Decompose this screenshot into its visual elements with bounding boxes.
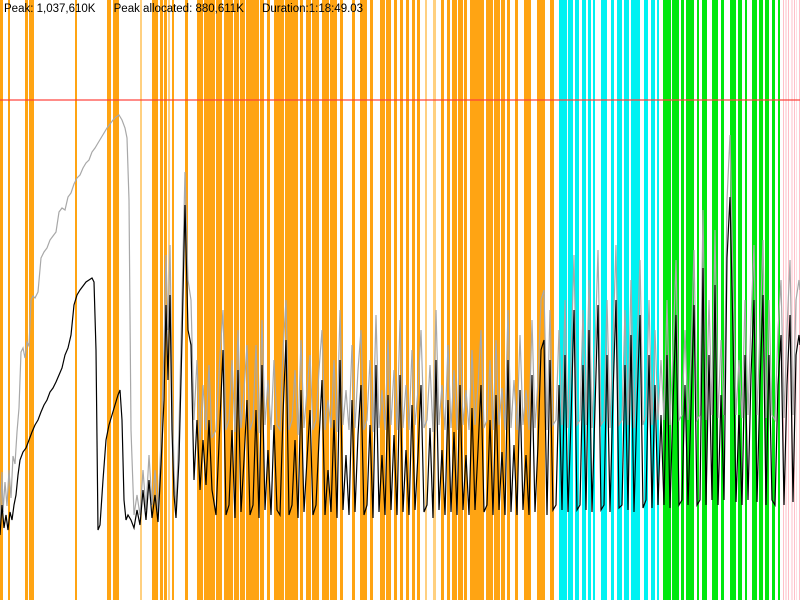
event-band	[559, 0, 567, 600]
event-band	[412, 0, 415, 600]
event-band	[160, 0, 163, 600]
event-band	[470, 0, 484, 600]
event-band	[794, 0, 795, 600]
event-band	[464, 0, 467, 600]
event-band	[611, 0, 614, 600]
event-band	[657, 0, 659, 600]
stats-header: Peak: 1,037,610K Peak allocated: 880,611…	[4, 3, 363, 15]
event-band	[745, 0, 747, 600]
event-band	[370, 0, 373, 600]
event-band	[352, 0, 355, 600]
event-band	[568, 0, 573, 600]
event-band	[172, 0, 174, 600]
event-band	[113, 0, 119, 600]
event-band	[582, 0, 586, 600]
event-band	[185, 0, 188, 600]
event-band	[260, 0, 264, 600]
event-band	[306, 0, 311, 600]
allocated-memory-trace	[0, 196, 800, 536]
event-band	[494, 0, 500, 600]
event-band	[624, 0, 629, 600]
peak-allocated-stat: Peak allocated: 880,611K	[113, 3, 244, 15]
event-band	[631, 0, 640, 600]
event-band	[778, 0, 780, 600]
event-band	[524, 0, 531, 600]
event-band	[152, 0, 158, 600]
event-band	[458, 0, 463, 600]
event-band	[507, 0, 510, 600]
event-band	[433, 0, 436, 600]
event-band	[417, 0, 420, 600]
event-band	[8, 0, 10, 600]
total-memory-trace	[0, 114, 800, 529]
event-band	[575, 0, 579, 600]
event-band	[234, 0, 239, 600]
event-band	[285, 0, 298, 600]
peak-stat: Peak: 1,037,610K	[4, 3, 96, 15]
event-band	[550, 0, 554, 600]
event-band	[593, 0, 595, 600]
event-band	[791, 0, 793, 600]
event-band	[651, 0, 655, 600]
event-band	[501, 0, 505, 600]
event-band	[783, 0, 784, 600]
event-band	[772, 0, 775, 600]
event-band	[360, 0, 367, 600]
event-band	[721, 0, 724, 600]
event-band	[672, 0, 679, 600]
event-band	[330, 0, 337, 600]
event-band	[300, 0, 303, 600]
event-band	[394, 0, 397, 600]
event-band	[447, 0, 450, 600]
event-band	[0, 0, 3, 600]
event-band	[386, 0, 391, 600]
event-band	[274, 0, 284, 600]
event-band	[406, 0, 409, 600]
event-band	[197, 0, 203, 600]
event-band	[322, 0, 329, 600]
event-band	[224, 0, 233, 600]
event-band	[312, 0, 319, 600]
event-band	[246, 0, 259, 600]
event-band	[425, 0, 427, 600]
event-band	[601, 0, 607, 600]
event-band	[267, 0, 270, 600]
event-band	[452, 0, 457, 600]
event-band	[107, 0, 111, 600]
event-band	[738, 0, 742, 600]
event-band	[486, 0, 493, 600]
event-band	[765, 0, 769, 600]
event-band	[644, 0, 648, 600]
event-band	[617, 0, 622, 600]
event-band	[400, 0, 403, 600]
event-band	[140, 0, 142, 600]
event-band	[697, 0, 699, 600]
event-band	[216, 0, 222, 600]
event-band	[785, 0, 787, 600]
event-band	[204, 0, 215, 600]
event-band	[25, 0, 28, 600]
event-band	[441, 0, 444, 600]
event-band	[686, 0, 694, 600]
event-band	[515, 0, 518, 600]
event-band	[380, 0, 385, 600]
event-band	[240, 0, 245, 600]
duration-stat: Duration:1:18:49.03	[262, 3, 364, 15]
event-band	[340, 0, 343, 600]
event-band	[681, 0, 684, 600]
